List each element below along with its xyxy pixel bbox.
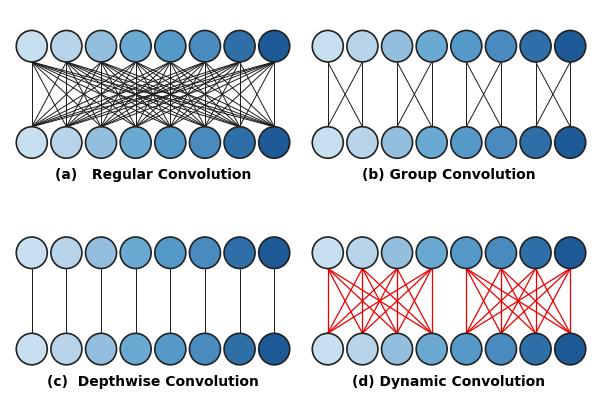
Ellipse shape xyxy=(155,128,186,159)
Ellipse shape xyxy=(485,333,517,365)
Ellipse shape xyxy=(155,333,186,365)
Ellipse shape xyxy=(51,237,82,269)
Text: (d) Dynamic Convolution: (d) Dynamic Convolution xyxy=(352,374,545,388)
Ellipse shape xyxy=(416,128,447,159)
Ellipse shape xyxy=(451,128,482,159)
Ellipse shape xyxy=(155,237,186,269)
Ellipse shape xyxy=(312,333,343,365)
Ellipse shape xyxy=(16,31,48,63)
Ellipse shape xyxy=(382,333,412,365)
Ellipse shape xyxy=(120,31,151,63)
Ellipse shape xyxy=(190,128,220,159)
Ellipse shape xyxy=(224,333,255,365)
Ellipse shape xyxy=(554,237,586,269)
Ellipse shape xyxy=(85,237,117,269)
Ellipse shape xyxy=(485,237,517,269)
Ellipse shape xyxy=(120,237,151,269)
Ellipse shape xyxy=(382,31,412,63)
Ellipse shape xyxy=(554,128,586,159)
Text: (a)   Regular Convolution: (a) Regular Convolution xyxy=(55,168,251,181)
Ellipse shape xyxy=(416,333,447,365)
Ellipse shape xyxy=(190,333,220,365)
Ellipse shape xyxy=(347,333,378,365)
Ellipse shape xyxy=(120,333,151,365)
Ellipse shape xyxy=(51,333,82,365)
Ellipse shape xyxy=(51,31,82,63)
Ellipse shape xyxy=(16,128,48,159)
Ellipse shape xyxy=(190,237,220,269)
Ellipse shape xyxy=(382,128,412,159)
Ellipse shape xyxy=(382,237,412,269)
Ellipse shape xyxy=(347,128,378,159)
Ellipse shape xyxy=(259,128,290,159)
Ellipse shape xyxy=(224,128,255,159)
Ellipse shape xyxy=(554,333,586,365)
Ellipse shape xyxy=(85,31,117,63)
Text: (c)  Depthwise Convolution: (c) Depthwise Convolution xyxy=(47,374,259,388)
Ellipse shape xyxy=(16,333,48,365)
Ellipse shape xyxy=(259,31,290,63)
Ellipse shape xyxy=(85,333,117,365)
Ellipse shape xyxy=(312,237,343,269)
Ellipse shape xyxy=(155,31,186,63)
Ellipse shape xyxy=(485,31,517,63)
Ellipse shape xyxy=(16,237,48,269)
Ellipse shape xyxy=(451,333,482,365)
Ellipse shape xyxy=(190,31,220,63)
Ellipse shape xyxy=(347,31,378,63)
Ellipse shape xyxy=(259,333,290,365)
Ellipse shape xyxy=(451,31,482,63)
Ellipse shape xyxy=(485,128,517,159)
Ellipse shape xyxy=(520,128,551,159)
Ellipse shape xyxy=(416,237,447,269)
Ellipse shape xyxy=(416,31,447,63)
Ellipse shape xyxy=(224,31,255,63)
Ellipse shape xyxy=(312,31,343,63)
Ellipse shape xyxy=(520,31,551,63)
Ellipse shape xyxy=(259,237,290,269)
Ellipse shape xyxy=(85,128,117,159)
Ellipse shape xyxy=(312,128,343,159)
Ellipse shape xyxy=(451,237,482,269)
Ellipse shape xyxy=(224,237,255,269)
Ellipse shape xyxy=(347,237,378,269)
Ellipse shape xyxy=(520,237,551,269)
Ellipse shape xyxy=(554,31,586,63)
Ellipse shape xyxy=(51,128,82,159)
Ellipse shape xyxy=(520,333,551,365)
Ellipse shape xyxy=(120,128,151,159)
Text: (b) Group Convolution: (b) Group Convolution xyxy=(362,168,536,181)
